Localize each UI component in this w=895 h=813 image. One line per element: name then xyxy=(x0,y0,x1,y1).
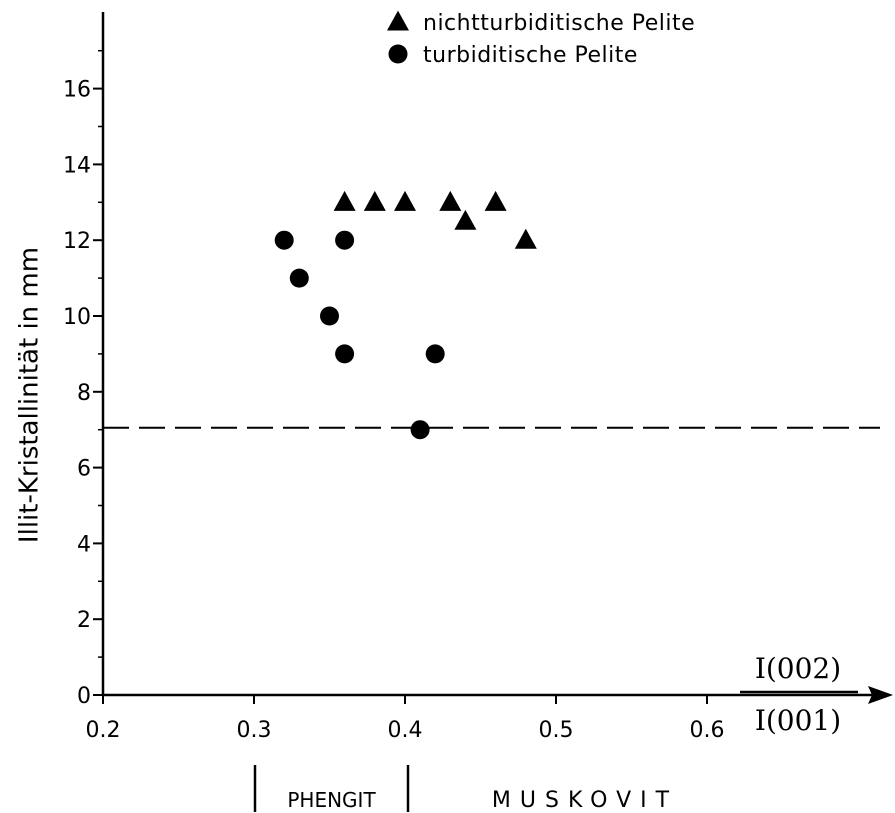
data-points xyxy=(274,190,537,440)
data-point-triangle xyxy=(363,190,386,211)
x-axis-arrow-icon xyxy=(868,686,893,704)
x-tick-label: 0.3 xyxy=(237,718,272,743)
x-tick-label: 0.4 xyxy=(388,718,423,743)
axis-labels: Illit-Kristallinität in mm I(002) I(001) xyxy=(15,247,858,737)
data-point-circle xyxy=(335,230,355,250)
data-point-triangle xyxy=(514,228,537,249)
x-tick-label: 0.5 xyxy=(539,718,574,743)
data-point-circle xyxy=(274,230,294,250)
legend-label: turbiditische Pelite xyxy=(423,43,638,68)
x-tick-label: 0.2 xyxy=(86,718,121,743)
legend-circle-icon xyxy=(388,44,408,64)
x-axis-ratio-denominator: I(001) xyxy=(755,704,841,737)
data-point-circle xyxy=(335,344,355,364)
data-point-circle xyxy=(410,420,430,440)
x-tick-label: 0.6 xyxy=(690,718,725,743)
mineral-zones: PHENGIT MUSKOVIT xyxy=(253,765,678,813)
y-tick-label: 6 xyxy=(77,457,91,482)
data-point-triangle xyxy=(439,190,462,211)
legend-label: nichtturbiditische Pelite xyxy=(423,11,695,36)
zone-label-muskovit: MUSKOVIT xyxy=(492,788,678,813)
y-tick-label: 16 xyxy=(63,78,91,103)
y-tick-label: 14 xyxy=(63,153,91,178)
y-tick-label: 0 xyxy=(77,684,91,709)
data-point-circle xyxy=(425,344,445,364)
data-point-triangle xyxy=(454,209,477,230)
y-axis-title: Illit-Kristallinität in mm xyxy=(15,247,45,543)
axes: 0 2 4 6 8 10 12 14 16 0.2 0.3 0.4 0.5 0.6 xyxy=(63,12,893,743)
data-point-triangle xyxy=(484,190,507,211)
y-tick-label: 8 xyxy=(77,381,91,406)
x-axis-ratio-numerator: I(002) xyxy=(755,652,841,685)
y-tick-label: 10 xyxy=(63,305,91,330)
legend-triangle-icon xyxy=(387,10,409,31)
data-point-circle xyxy=(289,268,309,288)
y-tick-label: 2 xyxy=(77,608,91,633)
y-tick-label: 12 xyxy=(63,229,91,254)
data-point-triangle xyxy=(333,190,356,211)
y-tick-label: 4 xyxy=(77,532,91,557)
zone-label-phengit: PHENGIT xyxy=(287,788,376,812)
data-point-circle xyxy=(320,306,339,326)
data-point-triangle xyxy=(394,190,416,211)
legend: nichtturbiditische Pelite turbiditische P… xyxy=(387,10,695,68)
